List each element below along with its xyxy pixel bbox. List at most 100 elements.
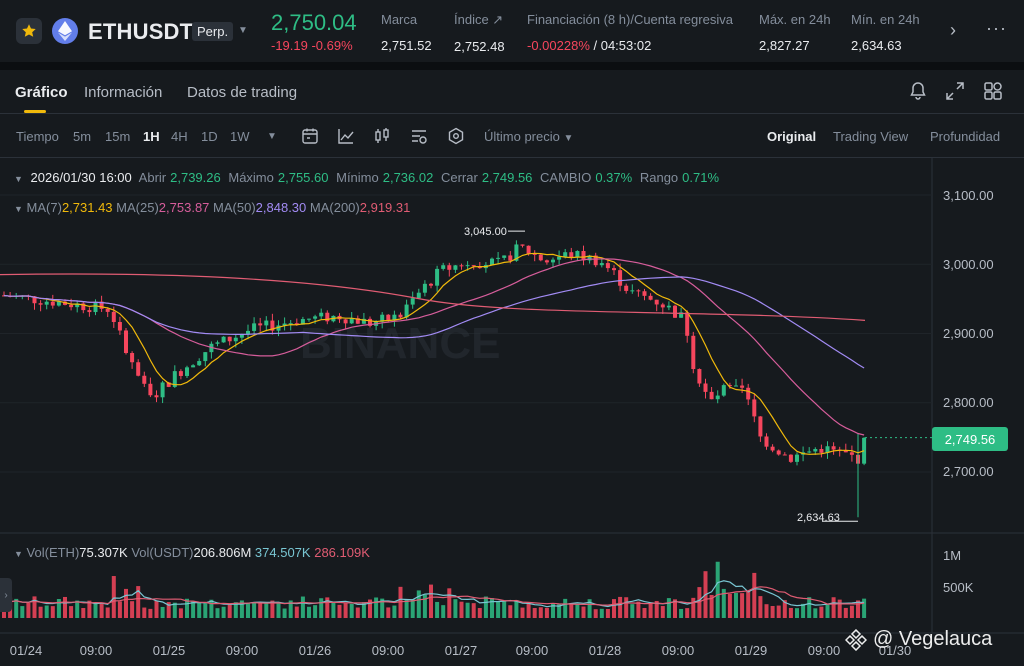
more-horizontal-icon[interactable]: ··· <box>986 18 1007 38</box>
view-depth[interactable]: Profundidad <box>930 129 1001 144</box>
volume-bar <box>465 602 470 618</box>
volume-bar <box>471 603 476 618</box>
volume-bar <box>233 602 238 618</box>
view-original[interactable]: Original <box>767 129 817 144</box>
volume-bar <box>313 605 318 618</box>
candlestick-type-icon[interactable] <box>373 127 391 145</box>
time-axis-label: 01/29 <box>734 643 768 658</box>
interval-15m[interactable]: 15m <box>105 129 131 144</box>
drawing-tools-icon[interactable] <box>410 127 428 145</box>
candle-body <box>740 385 745 388</box>
index-price-stat[interactable]: Índice ↗ 2,752.48 <box>454 12 505 54</box>
candle-body <box>69 304 74 308</box>
view-trading-view[interactable]: Trading View <box>833 129 909 144</box>
calendar-icon[interactable] <box>301 127 319 145</box>
price-axis-label: 3,000.00 <box>943 257 994 272</box>
vol-usdt-label: Vol(USDT) <box>131 545 194 560</box>
time-axis-label: 09:00 <box>807 643 841 658</box>
candle-body <box>239 334 244 338</box>
price-axis-label: 2,900.00 <box>943 326 994 341</box>
volume-ma1-line <box>3 580 865 608</box>
volume-bar <box>697 587 702 618</box>
tab-trading-data[interactable]: Datos de trading <box>187 84 298 101</box>
change-value: 0.37% <box>595 170 633 185</box>
panel-collapse-button[interactable]: › <box>0 578 12 612</box>
last-price: 2,750.04 <box>271 10 357 35</box>
stat-label: Marca <box>381 12 418 27</box>
interval-dropdown-icon[interactable]: ▼ <box>267 131 277 142</box>
volume-bar <box>319 598 324 618</box>
range-label: Rango <box>639 170 679 185</box>
low-24h-stat: Mín. en 24h 2,634.63 <box>851 12 920 53</box>
ma-legend: ▼ MA(7)2,731.43 MA(25)2,753.87 MA(50)2,8… <box>14 200 410 215</box>
price-type-select[interactable]: Último precio ▼ <box>484 129 573 144</box>
volume-bar <box>727 593 732 618</box>
volume-bar <box>807 597 812 618</box>
grid-icon[interactable] <box>982 80 1004 102</box>
volume-bar <box>575 603 580 618</box>
interval-5m[interactable]: 5m <box>73 129 92 144</box>
volume-bar <box>87 600 92 618</box>
volume-bar <box>99 603 104 618</box>
tab-chart[interactable]: Gráfico <box>15 84 68 101</box>
stat-label: Índice ↗ <box>454 12 504 27</box>
candle-body <box>343 319 348 324</box>
candle-body <box>465 265 470 267</box>
settings-icon[interactable] <box>447 127 465 145</box>
candle-body <box>38 303 43 305</box>
volume-bar <box>837 599 842 618</box>
stat-value: -0.00228% / 04:53:02 <box>527 38 733 53</box>
candle-body <box>435 268 440 286</box>
tab-information[interactable]: Información <box>84 84 163 101</box>
volume-bar <box>679 608 684 618</box>
candlestick-chart[interactable]: BINANCE ▼ 2026/01/30 16:00 Abrir 2,739.26… <box>0 158 1024 666</box>
candle-body <box>673 305 677 318</box>
volume-bar <box>502 601 507 618</box>
chevron-down-icon[interactable]: ▼ <box>14 204 23 214</box>
candle-body <box>319 312 324 317</box>
candle-body <box>544 260 549 263</box>
volume-bar <box>252 602 257 618</box>
volume-bar <box>221 606 226 618</box>
ma50-line <box>3 276 865 369</box>
interval-1h[interactable]: 1H <box>143 129 160 144</box>
volume-bar <box>331 602 336 618</box>
volume-bar <box>630 604 635 618</box>
chevron-down-icon: ▼ <box>563 133 574 144</box>
expand-icon[interactable] <box>944 80 966 102</box>
chevron-right-icon[interactable]: › <box>950 20 956 40</box>
symbol-name[interactable]: ETHUSDT <box>88 19 194 44</box>
candle-body <box>404 304 409 318</box>
chart-canvas[interactable]: BINANCE <box>0 158 1024 666</box>
candle-body <box>227 336 232 342</box>
volume-bar <box>831 597 836 618</box>
volume-bar <box>368 599 372 618</box>
favorite-button[interactable] <box>16 18 42 44</box>
interval-1w[interactable]: 1W <box>230 129 250 144</box>
interval-4h[interactable]: 4H <box>171 129 188 144</box>
mark-price-stat: Marca 2,751.52 <box>381 12 432 53</box>
volume-bar <box>435 601 440 618</box>
chevron-down-icon[interactable]: ▼ <box>14 174 23 184</box>
candle-body <box>172 371 177 387</box>
volume-bar <box>172 602 177 618</box>
candle-body <box>380 314 385 322</box>
stat-label: Mín. en 24h <box>851 12 920 27</box>
contract-type-badge[interactable]: Perp. <box>192 22 234 41</box>
volume-ma2-line <box>3 586 865 607</box>
volume-bar <box>270 600 275 618</box>
symbol-dropdown-icon[interactable]: ▼ <box>238 25 248 36</box>
volume-bar <box>343 603 348 618</box>
bell-icon[interactable] <box>907 80 929 102</box>
volume-bar <box>721 588 726 618</box>
candle-body <box>81 303 86 311</box>
volume-bar <box>740 593 745 618</box>
candle-body <box>752 399 757 417</box>
candle-body <box>105 308 110 312</box>
indicators-icon[interactable] <box>337 127 355 145</box>
candle-body <box>660 304 665 308</box>
interval-1d[interactable]: 1D <box>201 129 218 144</box>
volume-bar <box>447 588 452 618</box>
volume-bar <box>648 602 653 618</box>
chevron-down-icon[interactable]: ▼ <box>14 549 23 559</box>
